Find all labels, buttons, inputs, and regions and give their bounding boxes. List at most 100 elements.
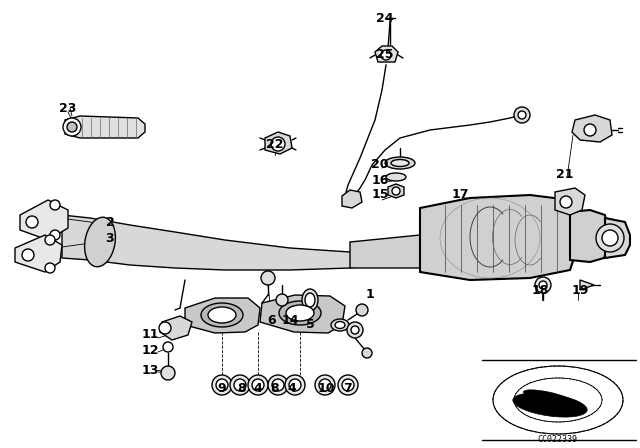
Circle shape: [351, 326, 359, 334]
Circle shape: [261, 271, 275, 285]
Ellipse shape: [513, 393, 587, 417]
Ellipse shape: [524, 390, 572, 404]
Text: 6: 6: [268, 314, 276, 327]
Text: 2: 2: [106, 215, 115, 228]
Circle shape: [159, 322, 171, 334]
Text: 7: 7: [344, 382, 353, 395]
Circle shape: [272, 379, 284, 391]
Circle shape: [584, 124, 596, 136]
Circle shape: [50, 200, 60, 210]
Polygon shape: [570, 210, 608, 262]
Circle shape: [285, 375, 305, 395]
Text: 15: 15: [371, 189, 388, 202]
Ellipse shape: [331, 319, 349, 331]
Circle shape: [63, 118, 81, 136]
Circle shape: [45, 263, 55, 273]
Circle shape: [271, 137, 285, 151]
Text: 23: 23: [60, 102, 77, 115]
Circle shape: [315, 375, 335, 395]
Polygon shape: [20, 200, 68, 240]
Text: 8: 8: [271, 382, 279, 395]
Polygon shape: [350, 235, 420, 268]
Text: 16: 16: [371, 173, 388, 186]
Text: 13: 13: [141, 363, 159, 376]
Ellipse shape: [391, 159, 409, 167]
Circle shape: [67, 122, 77, 132]
Text: 10: 10: [317, 382, 335, 395]
Circle shape: [163, 342, 173, 352]
Circle shape: [161, 366, 175, 380]
Circle shape: [50, 230, 60, 240]
Circle shape: [362, 348, 372, 358]
Text: 3: 3: [106, 232, 115, 245]
Text: 4: 4: [287, 382, 296, 395]
Circle shape: [342, 379, 354, 391]
Polygon shape: [185, 298, 260, 333]
Ellipse shape: [305, 293, 315, 307]
Circle shape: [560, 196, 572, 208]
Polygon shape: [375, 46, 398, 62]
Text: 1: 1: [365, 289, 374, 302]
Circle shape: [268, 375, 288, 395]
Text: 14: 14: [281, 314, 299, 327]
Circle shape: [338, 375, 358, 395]
Text: 20: 20: [371, 159, 388, 172]
Circle shape: [381, 50, 391, 60]
Ellipse shape: [208, 307, 236, 323]
Ellipse shape: [335, 322, 345, 328]
Text: 22: 22: [266, 138, 284, 151]
Polygon shape: [388, 184, 404, 198]
Circle shape: [26, 216, 38, 228]
Polygon shape: [160, 316, 192, 340]
Text: 12: 12: [141, 344, 159, 357]
Text: 8: 8: [237, 382, 246, 395]
Text: 9: 9: [218, 382, 227, 395]
Circle shape: [514, 107, 530, 123]
Polygon shape: [580, 280, 594, 290]
Circle shape: [212, 375, 232, 395]
Ellipse shape: [84, 217, 115, 267]
Ellipse shape: [386, 173, 406, 181]
Circle shape: [319, 379, 331, 391]
Circle shape: [216, 379, 228, 391]
Circle shape: [392, 187, 400, 195]
Ellipse shape: [385, 157, 415, 169]
Circle shape: [276, 294, 288, 306]
Circle shape: [535, 277, 551, 293]
Polygon shape: [555, 188, 585, 215]
Circle shape: [596, 224, 624, 252]
Text: 24: 24: [376, 12, 394, 25]
Circle shape: [602, 230, 618, 246]
Text: 17: 17: [451, 189, 468, 202]
Polygon shape: [265, 132, 292, 154]
Text: CC022339: CC022339: [537, 435, 577, 444]
Polygon shape: [572, 115, 612, 142]
Polygon shape: [62, 215, 400, 270]
Text: 4: 4: [253, 382, 262, 395]
Text: 25: 25: [376, 48, 394, 61]
Circle shape: [230, 375, 250, 395]
Ellipse shape: [302, 289, 318, 311]
Text: 18: 18: [531, 284, 548, 297]
Circle shape: [539, 281, 547, 289]
Ellipse shape: [279, 301, 321, 325]
Circle shape: [518, 111, 526, 119]
Ellipse shape: [201, 303, 243, 327]
Text: 11: 11: [141, 328, 159, 341]
Polygon shape: [605, 218, 630, 258]
Circle shape: [248, 375, 268, 395]
Circle shape: [252, 379, 264, 391]
Polygon shape: [260, 295, 345, 333]
Polygon shape: [65, 116, 145, 138]
Circle shape: [234, 379, 246, 391]
Polygon shape: [342, 190, 362, 208]
Circle shape: [289, 379, 301, 391]
Text: 21: 21: [556, 168, 573, 181]
Text: 19: 19: [572, 284, 589, 297]
Circle shape: [347, 322, 363, 338]
Circle shape: [356, 304, 368, 316]
Polygon shape: [420, 195, 575, 280]
Polygon shape: [15, 235, 62, 272]
Circle shape: [45, 235, 55, 245]
Ellipse shape: [286, 305, 314, 321]
